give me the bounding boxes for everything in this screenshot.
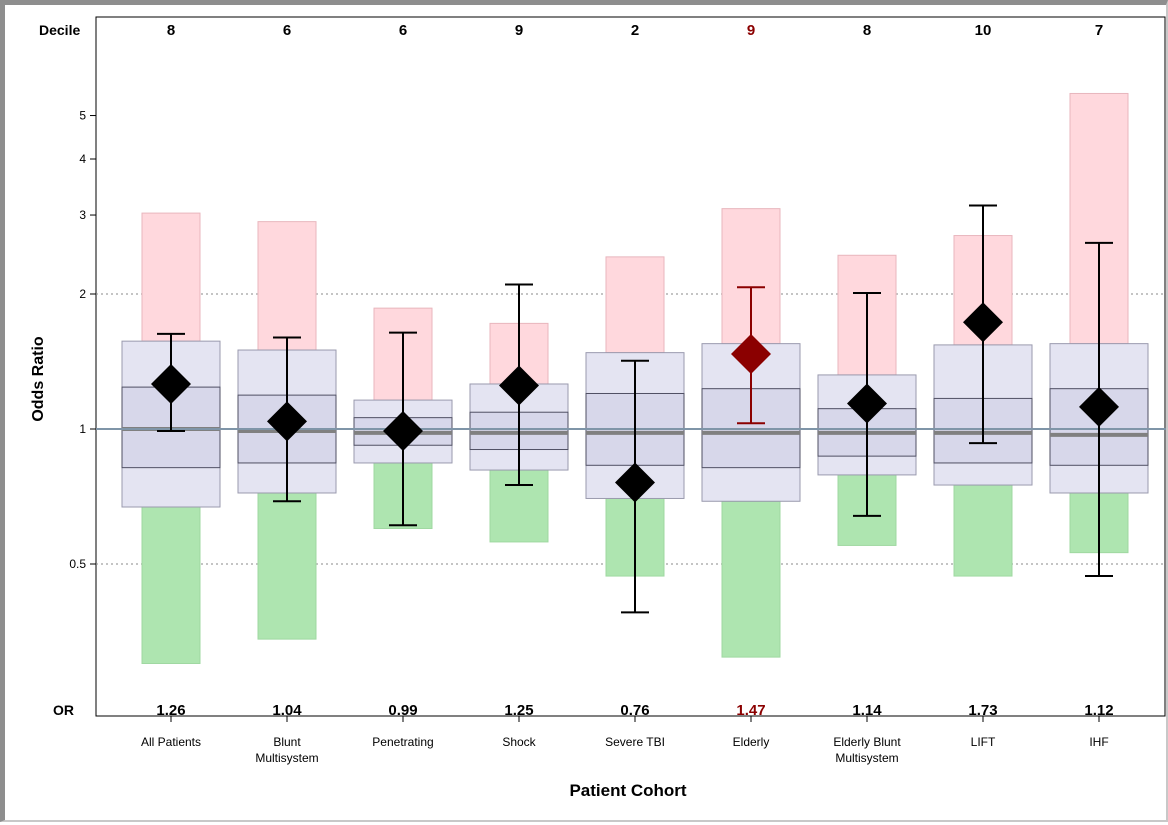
or-value-label: 1.25 [504, 702, 533, 719]
odds-ratio-diamond [383, 410, 423, 451]
odds-ratio-diamond [499, 365, 539, 406]
odds-ratio-diamond [1079, 386, 1119, 427]
y-axis-title: Odds Ratio [30, 336, 47, 422]
cohort-label: Penetrating [372, 735, 433, 749]
odds-ratio-diamond [847, 383, 887, 424]
cohort-label: IHF [1089, 735, 1108, 749]
lower-range-bar [141, 506, 201, 664]
upper-range-bar [605, 256, 665, 354]
y-tick-label: 5 [79, 109, 86, 123]
decile-value: 2 [631, 22, 639, 39]
decile-value: 6 [283, 22, 291, 39]
cohort-label: Multisystem [835, 751, 898, 765]
x-axis-title: Patient Cohort [569, 781, 686, 800]
upper-range-bar [257, 221, 317, 351]
decile-value: 8 [863, 22, 871, 39]
cohort-label: Shock [502, 735, 536, 749]
y-tick-label: 4 [79, 152, 86, 166]
decile-value: 7 [1095, 22, 1103, 39]
decile-value: 9 [747, 22, 755, 39]
forest-plot: 0.5 1 2 3 4 5 Odds Ratio Decile OR 8 1.26 All Patie… [30, 16, 1166, 800]
y-tick-label: 2 [79, 287, 86, 301]
or-value-label: 1.73 [968, 702, 997, 719]
y-tick-label: 3 [79, 208, 86, 222]
lower-range-bar [721, 500, 781, 658]
or-value-label: 1.12 [1084, 702, 1113, 719]
lower-range-bar [257, 492, 317, 640]
cohort-label: Elderly [733, 735, 770, 749]
upper-range-bar [141, 212, 201, 342]
y-tick-label: 0.5 [69, 557, 86, 571]
cohort-label: LIFT [971, 735, 996, 749]
y-tick-label: 1 [79, 422, 86, 436]
decile-value: 6 [399, 22, 407, 39]
decile-value: 8 [167, 22, 175, 39]
cohort-label: Multisystem [255, 751, 318, 765]
cohort-label: All Patients [141, 735, 201, 749]
or-value-label: 1.14 [852, 702, 882, 719]
decile-value: 10 [975, 22, 992, 39]
odds-ratio-diamond [151, 363, 191, 404]
odds-ratio-diamond [963, 302, 1003, 343]
or-value-label: 1.26 [156, 702, 185, 719]
or-value-label: 1.47 [736, 702, 765, 719]
cohort-label: Blunt [273, 735, 301, 749]
or-row-label: OR [53, 702, 74, 718]
plot-area-border [95, 16, 1166, 717]
or-value-label: 1.04 [272, 702, 302, 719]
odds-ratio-diamond [267, 401, 307, 442]
or-value-label: 0.99 [388, 702, 417, 719]
cohort-label: Elderly Blunt [833, 735, 901, 749]
cohort-label: Severe TBI [605, 735, 665, 749]
odds-ratio-diamond [731, 333, 771, 374]
odds-ratio-diamond [615, 462, 655, 503]
or-value-label: 0.76 [620, 702, 649, 719]
lower-range-bar [953, 484, 1013, 577]
decile-row-label: Decile [39, 22, 80, 38]
decile-value: 9 [515, 22, 523, 39]
